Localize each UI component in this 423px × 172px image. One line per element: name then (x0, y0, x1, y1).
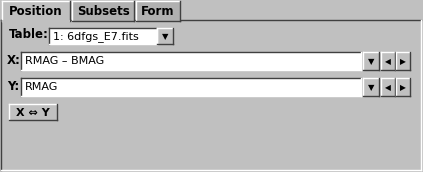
Text: ▼: ▼ (368, 57, 374, 66)
Bar (2, 1, 70, 21)
Bar (49, 28, 157, 44)
Bar (9, 104, 57, 120)
Text: Subsets: Subsets (77, 5, 129, 18)
Bar (21, 52, 361, 70)
Text: X ⇔ Y: X ⇔ Y (16, 108, 50, 117)
Text: RMAG: RMAG (25, 83, 58, 93)
Bar (381, 52, 395, 70)
Bar (396, 52, 410, 70)
Bar (21, 78, 361, 96)
Bar (157, 28, 173, 44)
Bar (396, 78, 410, 96)
Text: Table:: Table: (9, 29, 49, 41)
Text: ▼: ▼ (368, 83, 374, 92)
Text: 1: 6dfgs_E7.fits: 1: 6dfgs_E7.fits (53, 31, 139, 42)
Text: Position: Position (9, 5, 63, 18)
Bar (136, 1, 180, 21)
Bar (381, 78, 395, 96)
Text: RMAG – BMAG: RMAG – BMAG (25, 56, 104, 67)
Text: Y:: Y: (7, 80, 19, 94)
Text: ▼: ▼ (162, 32, 168, 41)
Text: Form: Form (141, 5, 175, 18)
Text: ◀: ◀ (385, 83, 391, 92)
Bar (1, 20, 421, 170)
Text: ▶: ▶ (400, 57, 406, 66)
Text: X:: X: (7, 55, 21, 67)
Bar (363, 52, 379, 70)
Text: ▶: ▶ (400, 83, 406, 92)
Bar (72, 1, 134, 21)
Bar (363, 78, 379, 96)
Text: ◀: ◀ (385, 57, 391, 66)
